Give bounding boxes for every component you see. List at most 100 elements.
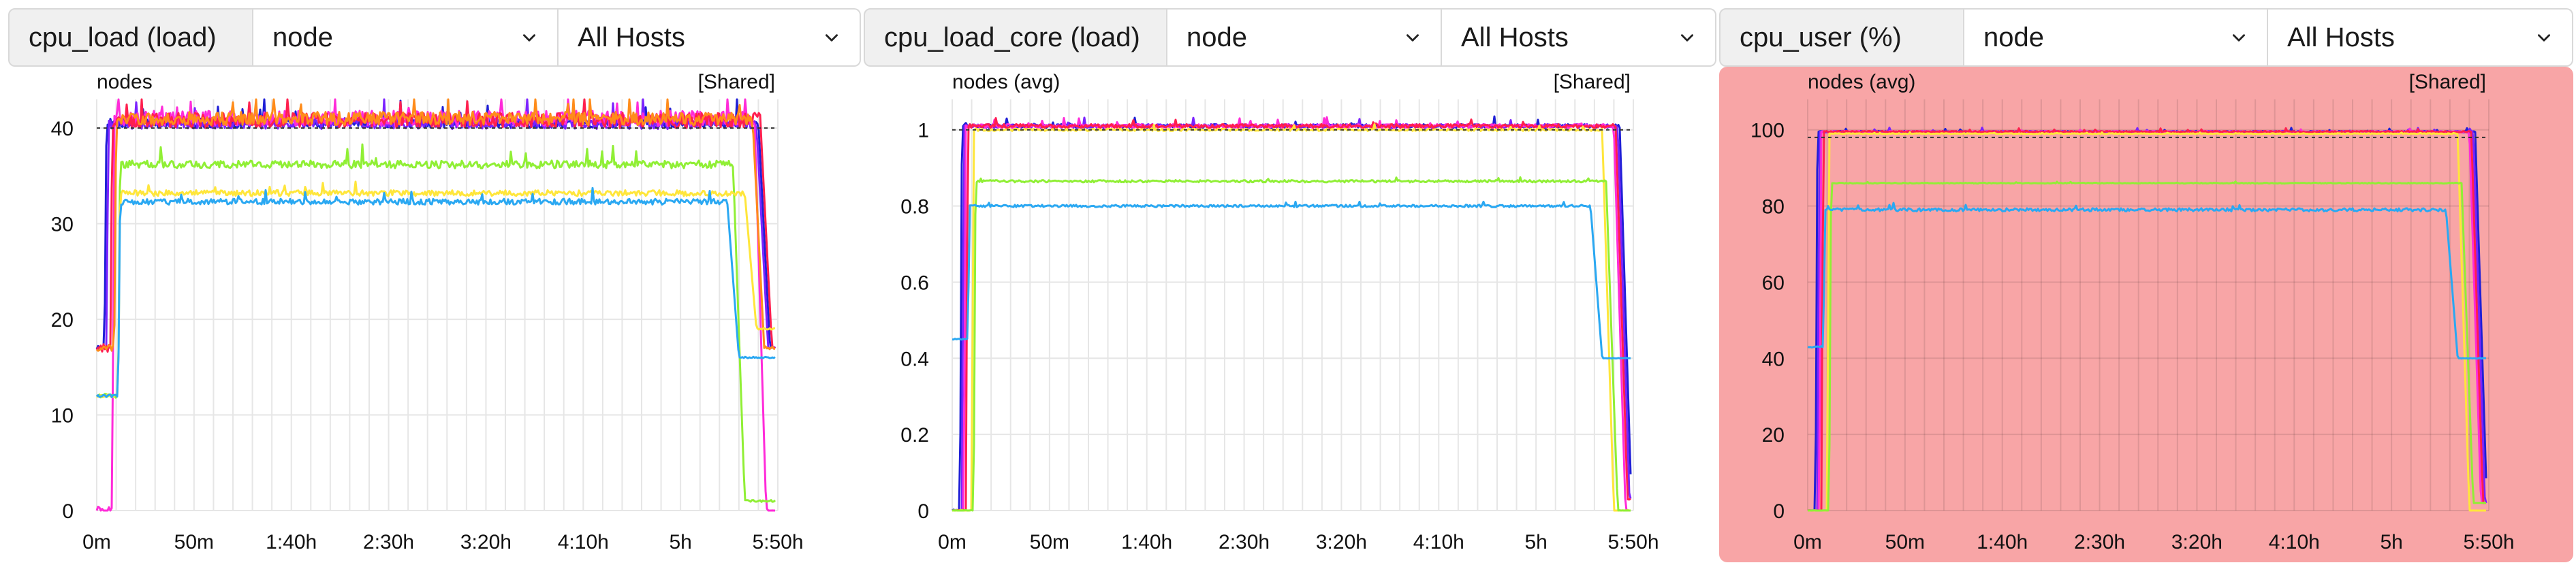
x-tick-label: 50m bbox=[174, 531, 214, 553]
hosts-select[interactable]: All Hosts bbox=[1442, 8, 1716, 67]
series-line[interactable] bbox=[95, 98, 776, 353]
metric-selector[interactable]: cpu_load (load) bbox=[8, 8, 253, 67]
x-tick-label: 4:10h bbox=[1413, 531, 1464, 553]
series-line[interactable] bbox=[96, 187, 776, 398]
series-line[interactable] bbox=[952, 116, 1631, 512]
x-tick-label: 5h bbox=[669, 531, 691, 553]
x-tick-label: 4:10h bbox=[2269, 531, 2320, 553]
series-line[interactable] bbox=[1807, 127, 2486, 512]
y-tick-label: 40 bbox=[1762, 348, 1785, 370]
line-chart[interactable]: nodes [Shared] 0 10 20 30 40 0m 50m 1:40h 2:30h 3… bbox=[8, 67, 861, 565]
series-line[interactable] bbox=[1808, 127, 2487, 512]
chart-title: nodes bbox=[97, 71, 153, 93]
series-line[interactable] bbox=[952, 115, 1632, 512]
chart-grid bbox=[96, 99, 779, 511]
series-line[interactable] bbox=[952, 176, 1631, 512]
chart-series bbox=[95, 98, 776, 512]
x-tick-label: 50m bbox=[1885, 531, 1925, 553]
panel-cpu-user: cpu_user (%) node All Hosts nodes (avg) … bbox=[1719, 0, 2573, 565]
panel-cpu-load: cpu_load (load) node All Hosts nodes [Sh… bbox=[8, 0, 861, 565]
x-tick-label: 5h bbox=[2380, 531, 2402, 553]
y-tick-label: 10 bbox=[51, 405, 74, 427]
metric-label: cpu_load_core (load) bbox=[884, 22, 1140, 52]
x-tick-label: 5:50h bbox=[752, 531, 803, 553]
panel-toolbar: cpu_load_core (load) node All Hosts bbox=[864, 8, 1716, 67]
group-by-value: node bbox=[1983, 22, 2044, 52]
x-tick-label: 2:30h bbox=[363, 531, 414, 553]
y-tick-label: 60 bbox=[1762, 272, 1785, 294]
series-line[interactable] bbox=[1807, 180, 2487, 512]
series-line[interactable] bbox=[1808, 127, 2487, 512]
x-tick-label: 0m bbox=[1793, 531, 1822, 553]
shared-label[interactable]: [Shared] bbox=[1554, 71, 1631, 93]
chevron-down-icon bbox=[2538, 34, 2550, 42]
metric-selector[interactable]: cpu_load_core (load) bbox=[864, 8, 1167, 67]
chevron-down-icon bbox=[523, 34, 535, 42]
chevron-down-icon bbox=[2233, 34, 2245, 42]
chart-grid bbox=[952, 99, 1634, 511]
x-tick-label: 5:50h bbox=[2463, 531, 2514, 553]
hosts-select[interactable]: All Hosts bbox=[2268, 8, 2573, 67]
series-line[interactable] bbox=[952, 116, 1632, 512]
x-tick-label: 2:30h bbox=[1219, 531, 1270, 553]
metric-label: cpu_user (%) bbox=[1740, 22, 1902, 52]
chart-title: nodes (avg) bbox=[1808, 71, 1915, 93]
x-tick-label: 3:20h bbox=[460, 531, 512, 553]
chart-series bbox=[1807, 127, 2487, 512]
metric-selector[interactable]: cpu_user (%) bbox=[1719, 8, 1964, 67]
chart-series bbox=[952, 115, 1632, 512]
panel-cpu-load-core: cpu_load_core (load) node All Hosts node… bbox=[864, 0, 1716, 565]
series-line[interactable] bbox=[96, 180, 776, 398]
series-line[interactable] bbox=[1807, 201, 2487, 360]
x-tick-label: 3:20h bbox=[2171, 531, 2222, 553]
y-tick-label: 0.2 bbox=[900, 424, 929, 447]
y-tick-label: 20 bbox=[51, 309, 74, 332]
series-line[interactable] bbox=[95, 98, 776, 351]
series-line[interactable] bbox=[95, 98, 776, 351]
y-tick-label: 0 bbox=[917, 500, 929, 523]
shared-label[interactable]: [Shared] bbox=[698, 71, 775, 93]
x-tick-label: 1:40h bbox=[266, 531, 317, 553]
chart-grid bbox=[1807, 99, 2489, 511]
x-tick-label: 5:50h bbox=[1607, 531, 1659, 553]
hosts-value: All Hosts bbox=[2287, 22, 2395, 52]
y-tick-label: 0.6 bbox=[900, 272, 929, 294]
x-tick-label: 5h bbox=[1524, 531, 1547, 553]
series-line[interactable] bbox=[1808, 131, 2487, 512]
y-tick-label: 80 bbox=[1762, 196, 1785, 219]
chart-title: nodes (avg) bbox=[952, 71, 1060, 93]
y-tick-label: 0 bbox=[1773, 500, 1785, 523]
x-tick-label: 3:20h bbox=[1316, 531, 1367, 553]
y-tick-label: 100 bbox=[1750, 120, 1785, 142]
y-tick-label: 0.4 bbox=[900, 348, 929, 370]
panel-toolbar: cpu_load (load) node All Hosts bbox=[8, 8, 861, 67]
x-tick-label: 1:40h bbox=[1977, 531, 2028, 553]
group-by-select[interactable]: node bbox=[1964, 8, 2268, 67]
y-tick-label: 30 bbox=[51, 214, 74, 236]
series-line[interactable] bbox=[952, 117, 1631, 512]
y-tick-label: 0.8 bbox=[900, 196, 929, 219]
hosts-select[interactable]: All Hosts bbox=[559, 8, 861, 67]
alert-highlight bbox=[1719, 67, 2573, 562]
group-by-select[interactable]: node bbox=[1167, 8, 1442, 67]
metric-label: cpu_load (load) bbox=[29, 22, 217, 52]
x-tick-label: 0m bbox=[82, 531, 111, 553]
group-by-select[interactable]: node bbox=[253, 8, 559, 67]
y-tick-label: 0 bbox=[62, 500, 74, 523]
series-line[interactable] bbox=[95, 98, 776, 352]
chevron-down-icon bbox=[1407, 34, 1419, 42]
line-chart[interactable]: nodes (avg) [Shared] 0 20 40 60 80 100 0m 50m 1:… bbox=[1719, 67, 2573, 565]
y-tick-label: 40 bbox=[51, 118, 74, 140]
series-line[interactable] bbox=[95, 143, 776, 503]
shared-label[interactable]: [Shared] bbox=[2409, 71, 2486, 93]
x-tick-label: 1:40h bbox=[1121, 531, 1172, 553]
line-chart[interactable]: nodes (avg) [Shared] 0 0.2 0.4 0.6 0.8 1 0m 50m… bbox=[864, 67, 1716, 565]
x-tick-label: 0m bbox=[938, 531, 967, 553]
series-line[interactable] bbox=[1807, 127, 2487, 512]
hosts-value: All Hosts bbox=[578, 22, 685, 52]
series-line[interactable] bbox=[952, 200, 1631, 360]
x-tick-label: 50m bbox=[1030, 531, 1069, 553]
x-tick-label: 2:30h bbox=[2074, 531, 2125, 553]
y-tick-label: 20 bbox=[1762, 424, 1785, 447]
chevron-down-icon bbox=[1681, 34, 1693, 42]
